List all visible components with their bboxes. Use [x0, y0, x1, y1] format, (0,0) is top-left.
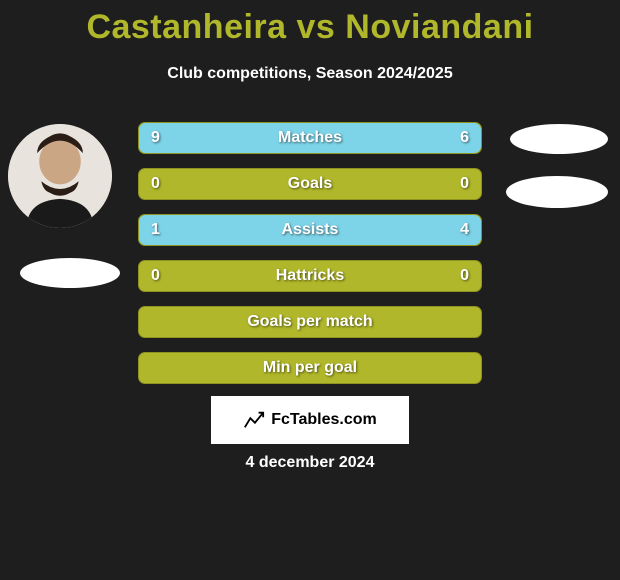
team-left-badge: [20, 258, 120, 288]
stat-row: 0 0Goals: [138, 168, 482, 200]
stat-row: Min per goal: [138, 352, 482, 384]
stat-label: Goals per match: [139, 307, 481, 337]
subtitle: Club competitions, Season 2024/2025: [0, 65, 620, 83]
stat-row: 96Matches: [138, 122, 482, 154]
fctables-logo-icon: [243, 409, 265, 431]
stat-value-left: 0: [151, 261, 160, 291]
stat-row: 14Assists: [138, 214, 482, 246]
stat-label: Min per goal: [139, 353, 481, 383]
stat-row: 0 0Hattricks: [138, 260, 482, 292]
footer-attribution: FcTables.com: [211, 396, 409, 444]
stat-label: Goals: [139, 169, 481, 199]
stats-panel: 96Matches00Goals14Assists00HattricksGoal…: [138, 122, 482, 398]
player-left-avatar: [8, 124, 112, 228]
stat-value-left: 0: [151, 169, 160, 199]
stat-fill-left: [139, 215, 207, 245]
stat-row: Goals per match: [138, 306, 482, 338]
team-right-badge-1: [510, 124, 608, 154]
footer-label: FcTables.com: [271, 411, 377, 429]
stat-fill-right: [207, 215, 481, 245]
stat-value-left: 9: [151, 123, 160, 153]
date-label: 4 december 2024: [0, 454, 620, 472]
stat-label: Hattricks: [139, 261, 481, 291]
stat-value-right: 0: [460, 169, 469, 199]
stat-value-left: 1: [151, 215, 160, 245]
stat-fill-left: [139, 123, 344, 153]
stat-value-right: 6: [460, 123, 469, 153]
stat-value-right: 4: [460, 215, 469, 245]
comparison-card: Castanheira vs Noviandani Club competiti…: [0, 0, 620, 580]
page-title: Castanheira vs Noviandani: [0, 0, 620, 47]
stat-value-right: 0: [460, 261, 469, 291]
avatar-placeholder-icon: [8, 124, 112, 228]
team-right-badge-2: [506, 176, 608, 208]
